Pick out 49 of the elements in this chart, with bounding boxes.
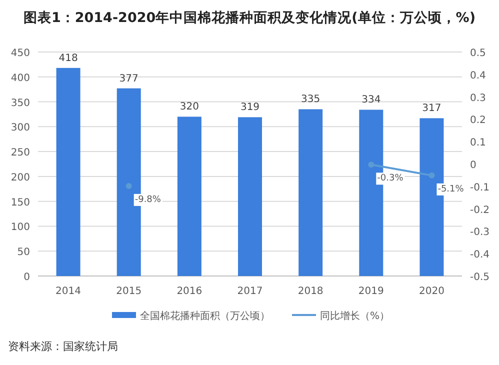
data-label: -0.3%: [377, 174, 404, 184]
y-tick-label: 350: [10, 98, 30, 109]
x-tick-label: 2017: [237, 286, 263, 297]
legend-label: 同比增长（%）: [320, 310, 390, 322]
x-tick-label: 2018: [298, 286, 324, 297]
y2-tick-label: 0.3: [470, 92, 486, 104]
x-tick-label: 2014: [56, 286, 82, 297]
data-label: 320: [180, 102, 199, 113]
x-tick-label: 2016: [176, 286, 202, 297]
y2-tick-label: -0.1: [470, 182, 490, 194]
y-tick-label: 250: [10, 148, 30, 159]
y-tick-label: 50: [17, 247, 30, 258]
data-label: 319: [240, 102, 260, 114]
y-tick-label: 300: [10, 122, 30, 134]
point: [126, 182, 132, 189]
x-tick-label: 2020: [418, 286, 444, 297]
point: [428, 172, 435, 178]
data-label: -9.8%: [134, 194, 162, 205]
data-label: 418: [58, 52, 78, 64]
chart-title: 图表1：2014-2020年中国棉花播种面积及变化情况(单位：万公顷，%): [23, 9, 476, 26]
x-tick-label: 2019: [358, 286, 384, 297]
y-tick-label: 450: [10, 48, 30, 59]
point: [368, 162, 374, 168]
data-label: 317: [422, 103, 442, 114]
bar: [298, 109, 323, 276]
data-label: 335: [301, 94, 320, 106]
y2-tick-label: 0.4: [470, 70, 486, 82]
y2-tick-label: 0.1: [470, 138, 486, 149]
text: 资料来源：国家统计局: [8, 340, 118, 353]
y-tick-label: 200: [10, 172, 30, 184]
bar: [56, 68, 80, 276]
y2-tick-label: 0.5: [470, 48, 486, 59]
data-label: 377: [119, 73, 138, 84]
y2-tick-label: -0.5: [470, 272, 490, 283]
y2-tick-label: 0.2: [470, 115, 486, 126]
data-label: -5.1%: [438, 184, 464, 194]
data-label: 334: [362, 94, 381, 106]
y-tick-label: 100: [10, 222, 30, 234]
y-tick-label: 0: [24, 272, 30, 283]
bar: [238, 117, 262, 276]
y2-tick-label: -0.3: [470, 227, 490, 238]
y2-tick-label: -0.4: [470, 250, 490, 261]
y-tick-label: 150: [10, 197, 30, 208]
legend-label: 全国棉花播种面积（万公顷）: [140, 310, 270, 322]
bar: [177, 116, 202, 276]
x-tick-label: 2015: [116, 286, 142, 297]
y2-tick-label: -0.2: [470, 204, 490, 216]
y2-tick-label: 0: [470, 160, 476, 171]
y-tick-label: 400: [10, 72, 30, 84]
